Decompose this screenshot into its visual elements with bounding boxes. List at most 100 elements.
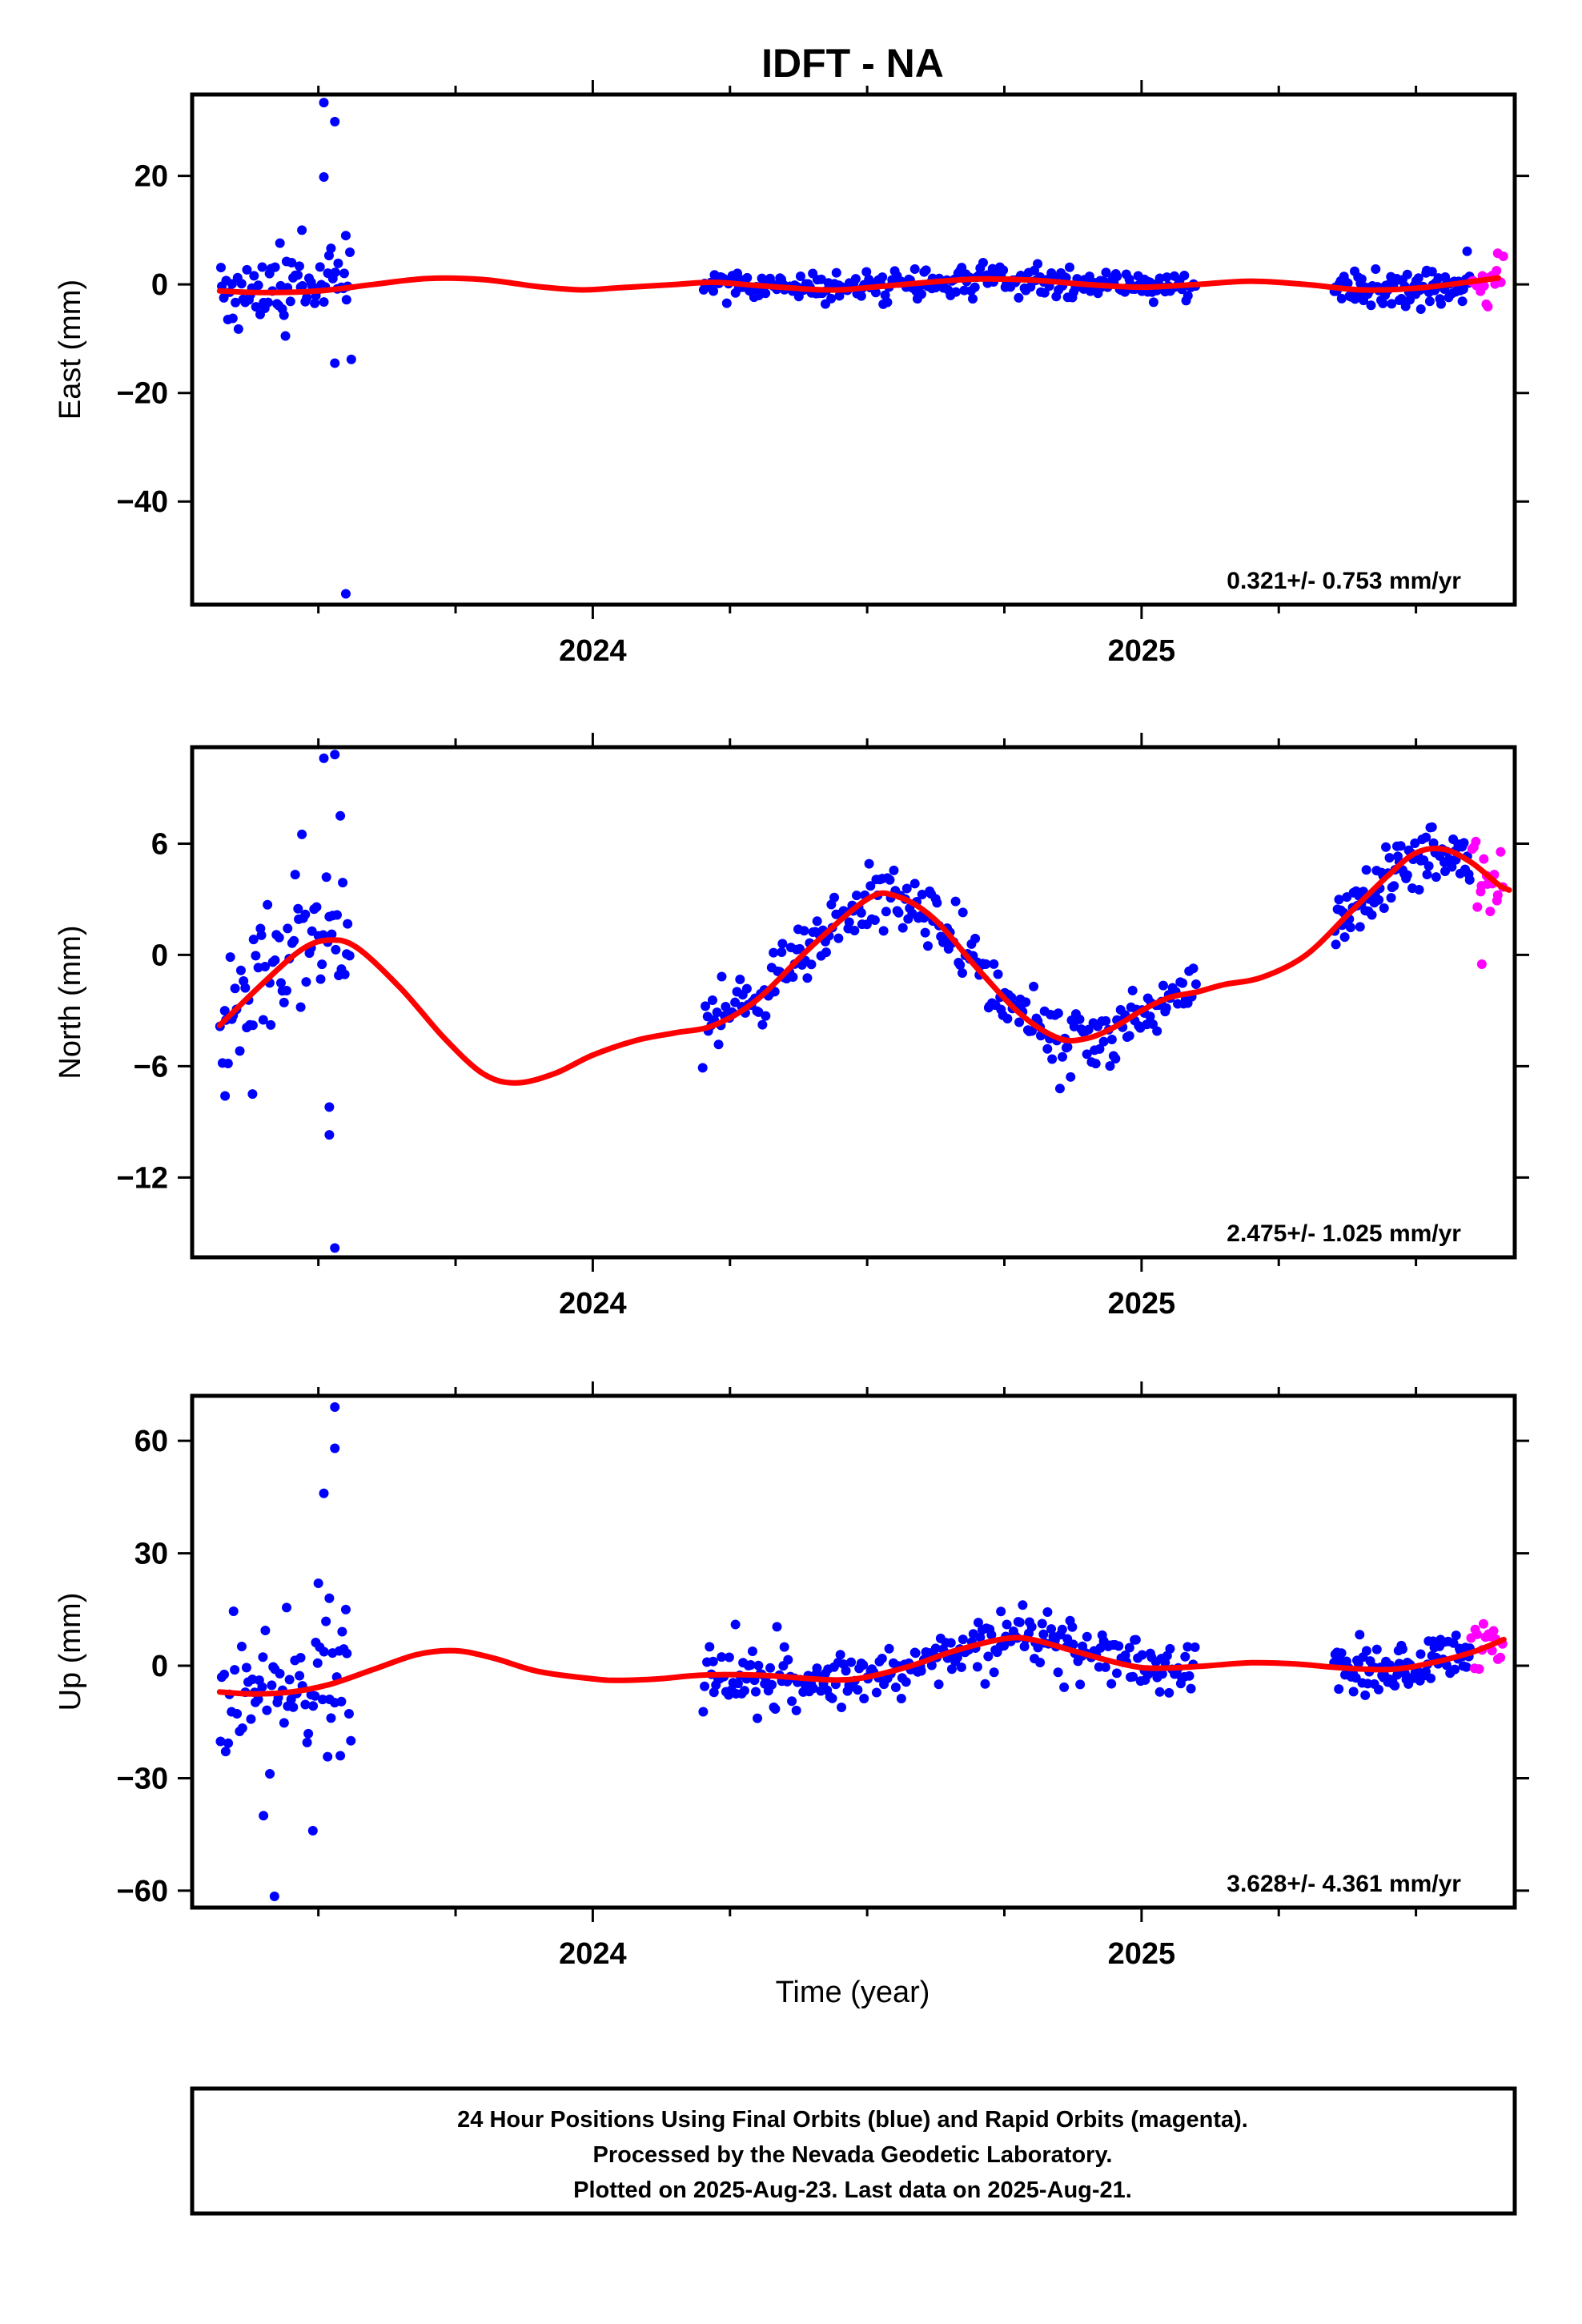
north-outlier-point (220, 1091, 231, 1101)
footer-line-1: 24 Hour Positions Using Final Orbits (bl… (457, 2107, 1248, 2133)
up-final-point (1165, 1643, 1175, 1654)
north-final-point (235, 965, 246, 975)
up-outlier-point (330, 1443, 340, 1454)
footer-line-2: Processed by the Nevada Geodetic Laborat… (593, 2142, 1113, 2168)
east-final-point (1424, 296, 1435, 307)
up-final-point (1053, 1667, 1063, 1678)
up-final-point (1451, 1630, 1461, 1641)
east-final-point (959, 285, 970, 296)
east-final-point (242, 264, 252, 275)
north-rapid-point (1485, 907, 1496, 917)
east-final-point (319, 297, 329, 308)
north-final-point (266, 1019, 276, 1030)
east-final-point (233, 324, 243, 334)
north-final-point (701, 1001, 711, 1011)
north-final-point (777, 947, 787, 957)
up-final-point (999, 1641, 1010, 1651)
north-final-point (901, 883, 912, 894)
up-final-point (846, 1657, 857, 1667)
east-outlier-point (319, 98, 329, 108)
north-final-point (741, 983, 752, 994)
east-rapid-point (1492, 266, 1502, 276)
up-final-point (770, 1704, 781, 1715)
east-final-point (916, 289, 926, 300)
north-final-point (1386, 893, 1396, 903)
up-panel: 2024 2025 60 30 0 −30 −60 Up (mm) 3.628+/- 4.361… (54, 1381, 1529, 1971)
up-final-point (1075, 1679, 1086, 1690)
north-final-point (258, 1015, 268, 1025)
x-axis-label: Time (year) (776, 1976, 930, 2009)
north-final-point (1127, 985, 1138, 995)
north-final-point (1047, 1054, 1058, 1064)
north-final-point (981, 959, 991, 969)
up-final-point (783, 1655, 793, 1665)
north-data (215, 750, 1512, 1253)
north-final-point (1042, 1043, 1053, 1054)
up-final-point (700, 1681, 710, 1691)
north-final-point (769, 947, 779, 958)
up-y-tick-label: −30 (117, 1762, 168, 1795)
north-outlier-point (247, 1089, 258, 1100)
up-final-point (1068, 1639, 1078, 1650)
up-final-point (237, 1723, 247, 1733)
chart-title: IDFT - NA (761, 41, 944, 86)
east-final-point (1366, 300, 1376, 311)
north-final-point (712, 1007, 722, 1018)
north-final-point (223, 1058, 233, 1068)
north-final-point (321, 872, 331, 883)
up-final-point (1392, 1670, 1403, 1680)
up-final-point (930, 1643, 941, 1654)
up-final-point (1082, 1631, 1092, 1642)
up-final-point (989, 1667, 999, 1678)
north-final-point (932, 898, 942, 908)
north-rate-label: 2.475+/- 1.025 mm/yr (1227, 1220, 1461, 1247)
up-outlier-point (269, 1891, 279, 1901)
east-plot-frame (190, 92, 1517, 607)
up-final-point (1067, 1622, 1078, 1632)
up-outlier-point (313, 1578, 323, 1589)
north-final-point (293, 903, 303, 914)
north-final-point (1427, 822, 1437, 832)
east-outlier-point (275, 238, 285, 248)
north-final-point (274, 932, 284, 943)
up-final-point (724, 1652, 734, 1663)
north-final-point (1374, 895, 1384, 905)
up-final-point (326, 1713, 336, 1723)
up-final-point (1397, 1644, 1407, 1655)
up-final-point (241, 1663, 251, 1673)
up-final-point (1114, 1641, 1124, 1651)
north-final-point (950, 896, 961, 907)
north-final-point (1158, 980, 1168, 991)
north-y-tick-label: −6 (134, 1050, 168, 1084)
north-final-point (1384, 853, 1395, 863)
up-final-point (219, 1669, 230, 1679)
east-final-point (330, 267, 340, 278)
north-final-point (1021, 997, 1031, 1007)
up-final-point (753, 1660, 764, 1671)
north-final-point (1062, 1042, 1073, 1052)
up-outlier-point (330, 1402, 340, 1413)
east-final-point (1427, 267, 1437, 277)
east-final-point (297, 280, 307, 291)
north-outlier-point (297, 829, 307, 839)
east-final-point (1101, 267, 1111, 278)
east-final-point (1371, 263, 1381, 274)
up-final-point (262, 1705, 272, 1715)
up-final-point (779, 1642, 789, 1652)
north-final-point (1014, 1017, 1025, 1027)
up-final-point (1361, 1646, 1371, 1656)
up-final-point (877, 1653, 887, 1663)
north-final-point (955, 960, 966, 971)
up-final-point (267, 1680, 277, 1691)
east-outlier-point (280, 331, 291, 341)
up-final-point (946, 1638, 956, 1648)
up-final-point (980, 1679, 990, 1689)
up-final-point (1124, 1642, 1134, 1653)
north-final-point (1361, 865, 1371, 875)
up-final-point (336, 1696, 347, 1707)
east-final-point (1336, 293, 1347, 304)
north-final-point (290, 870, 300, 880)
north-final-point (1334, 895, 1344, 905)
east-panel: 2024 2025 20 0 −20 −40 East (mm) 0.321+/- 0.753… (54, 80, 1529, 668)
north-x-tick-label: 2024 (559, 1287, 627, 1321)
